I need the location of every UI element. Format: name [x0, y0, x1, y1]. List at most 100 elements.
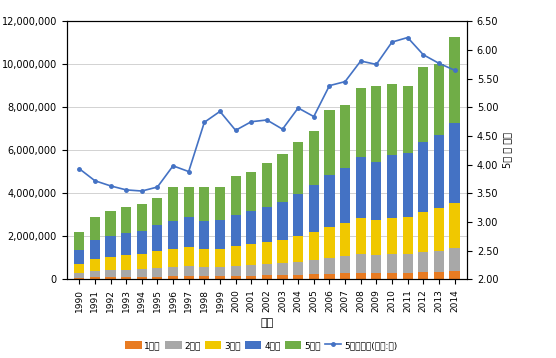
5분위배율(단위:배) — [358, 59, 364, 63]
5분위배율(단위:배) — [107, 184, 114, 188]
Y-axis label: 5위 분 배율: 5위 분 배율 — [503, 132, 513, 168]
Bar — [262, 242, 272, 264]
Bar — [90, 259, 100, 271]
Bar — [231, 215, 241, 246]
Bar — [277, 275, 287, 279]
Bar — [152, 198, 162, 225]
5분위배율(단위:배) — [326, 83, 333, 88]
Bar — [403, 153, 413, 217]
Bar — [168, 187, 178, 221]
Bar — [371, 255, 381, 273]
Bar — [403, 254, 413, 273]
5분위배율(단위:배) — [420, 53, 426, 57]
Bar — [403, 217, 413, 254]
Bar — [215, 249, 225, 267]
Bar — [340, 105, 350, 168]
5분위배율(단위:배) — [342, 79, 349, 84]
Bar — [309, 232, 319, 260]
Bar — [168, 221, 178, 249]
Bar — [215, 267, 225, 276]
Bar — [74, 250, 85, 264]
Bar — [387, 84, 397, 155]
Bar — [293, 262, 303, 275]
Bar — [449, 203, 460, 248]
Bar — [371, 86, 381, 162]
Bar — [434, 135, 444, 208]
Bar — [403, 86, 413, 153]
Bar — [137, 204, 147, 231]
Bar — [356, 273, 366, 279]
Bar — [324, 110, 335, 175]
Bar — [356, 218, 366, 255]
Legend: 1분위, 2분위, 3분위, 4분위, 5분위, 5분위배율(단위:배): 1분위, 2분위, 3분위, 4분위, 5분위, 5분위배율(단위:배) — [122, 337, 401, 353]
Bar — [106, 236, 116, 257]
Bar — [90, 277, 100, 279]
Bar — [168, 276, 178, 279]
Bar — [231, 266, 241, 276]
Bar — [277, 263, 287, 275]
Bar — [387, 273, 397, 279]
Bar — [449, 122, 460, 203]
Bar — [199, 187, 210, 222]
Bar — [277, 240, 287, 263]
Bar — [106, 211, 116, 236]
Bar — [90, 217, 100, 240]
Bar — [418, 142, 428, 212]
Bar — [387, 254, 397, 273]
Bar — [246, 276, 256, 279]
Bar — [74, 273, 85, 278]
Bar — [137, 255, 147, 269]
Bar — [387, 218, 397, 254]
Bar — [90, 271, 100, 277]
5분위배율(단위:배) — [373, 62, 380, 67]
Bar — [340, 256, 350, 274]
Bar — [121, 277, 131, 279]
Bar — [434, 64, 444, 135]
Bar — [434, 208, 444, 251]
Bar — [324, 227, 335, 258]
5분위배율(단위:배) — [451, 68, 458, 72]
Bar — [356, 158, 366, 218]
Bar — [449, 271, 460, 279]
5분위배율(단위:배) — [201, 120, 207, 125]
Bar — [106, 257, 116, 270]
5분위배율(단위:배) — [138, 189, 145, 193]
Bar — [168, 267, 178, 276]
Bar — [183, 266, 194, 276]
Bar — [137, 231, 147, 255]
Bar — [231, 246, 241, 266]
Bar — [231, 276, 241, 279]
Bar — [199, 267, 210, 276]
Bar — [449, 248, 460, 271]
Bar — [309, 260, 319, 274]
Bar — [309, 274, 319, 279]
5분위배율(단위:배) — [248, 120, 255, 124]
5분위배율(단위:배) — [232, 128, 239, 132]
Bar — [106, 277, 116, 279]
Bar — [434, 251, 444, 272]
Bar — [215, 187, 225, 220]
Bar — [293, 275, 303, 279]
5분위배율(단위:배) — [76, 166, 82, 171]
Bar — [418, 67, 428, 142]
Bar — [199, 276, 210, 279]
Bar — [418, 252, 428, 272]
5분위배율(단위:배) — [123, 188, 130, 192]
Bar — [231, 176, 241, 215]
Bar — [183, 217, 194, 247]
Bar — [121, 270, 131, 277]
Bar — [418, 272, 428, 279]
Bar — [183, 247, 194, 266]
Bar — [152, 268, 162, 276]
5분위배율(단위:배) — [279, 127, 286, 131]
5분위배율(단위:배) — [295, 106, 301, 110]
Bar — [121, 255, 131, 270]
Bar — [418, 212, 428, 252]
Bar — [137, 269, 147, 277]
Bar — [309, 131, 319, 185]
Bar — [152, 251, 162, 268]
Bar — [246, 172, 256, 211]
Bar — [324, 274, 335, 279]
Bar — [215, 220, 225, 249]
Bar — [199, 222, 210, 250]
